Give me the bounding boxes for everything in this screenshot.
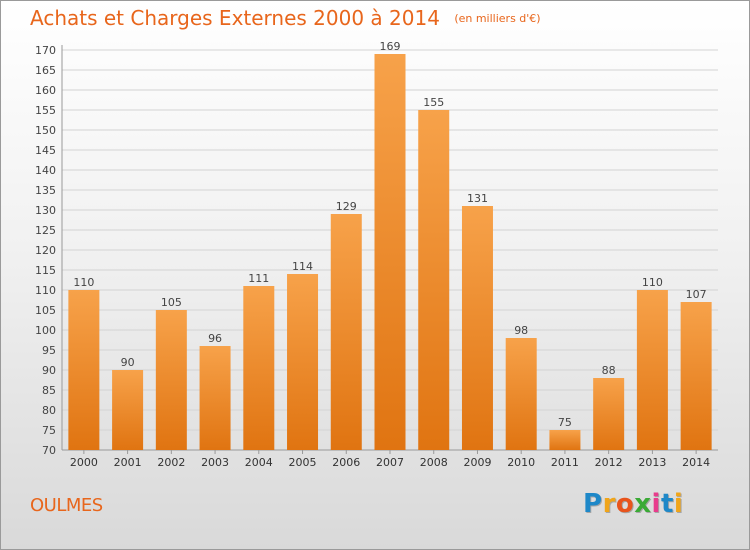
y-tick-label: 160 [35,84,56,97]
logo-letter: P [583,489,603,519]
y-tick-label: 135 [35,184,56,197]
data-label: 75 [558,416,572,429]
y-tick-label: 75 [42,424,56,437]
bar [199,346,231,450]
y-tick-label: 70 [42,444,56,457]
y-tick-label: 155 [35,104,56,117]
data-labels: 110 90 105 96 111 114 129 169 155 131 98 75 88 110 107 [73,40,706,429]
data-label: 169 [380,40,401,53]
bar [461,206,493,450]
y-tick-label: 140 [35,164,56,177]
y-tick-label: 145 [35,144,56,157]
y-tick-label: 90 [42,364,56,377]
logo-letter: x [634,489,652,519]
x-tick-label: 2013 [638,456,666,469]
x-tick-label: 2008 [420,456,448,469]
data-label: 90 [121,356,135,369]
bar [155,310,187,450]
proxiti-logo: Proxiti [583,489,683,519]
bar [68,290,100,450]
y-tick-label: 120 [35,244,56,257]
bars [68,54,712,450]
data-label: 110 [642,276,663,289]
x-tick-label: 2000 [70,456,98,469]
x-tick-label: 2002 [157,456,185,469]
x-tick-label: 2001 [114,456,142,469]
data-label: 131 [467,192,488,205]
data-label: 110 [73,276,94,289]
y-tick-label: 170 [35,44,56,57]
data-label: 107 [686,288,707,301]
logo-letter: t [660,489,674,519]
unit-label: (en milliers d'€) [454,12,541,25]
data-label: 96 [208,332,222,345]
y-tick-label: 105 [35,304,56,317]
data-label: 98 [514,324,528,337]
y-tick-label: 125 [35,224,56,237]
x-tick-label: 2009 [463,456,491,469]
title-text: Achats et Charges Externes 2000 à 2014 [30,6,440,30]
x-tick-label: 2010 [507,456,535,469]
bar [330,214,362,450]
y-tick-label: 85 [42,384,56,397]
y-tick-label: 80 [42,404,56,417]
x-tick-label: 2011 [551,456,579,469]
y-tick-label: 165 [35,64,56,77]
bar [418,110,450,450]
y-tick-label: 150 [35,124,56,137]
x-tick-label: 2005 [289,456,317,469]
bar [287,274,319,450]
chart-title: Achats et Charges Externes 2000 à 2014 (… [30,6,541,30]
bar [505,338,537,450]
bar [636,290,668,450]
data-label: 114 [292,260,313,273]
data-label: 88 [602,364,616,377]
x-tick-label: 2014 [682,456,710,469]
logo-letter: i [673,489,684,519]
x-tick-label: 2007 [376,456,404,469]
bar [680,302,712,450]
x-axis-ticks: 2000 2001 2002 2003 2004 2005 2006 2007 2008 2009… [70,450,710,469]
x-tick-label: 2012 [595,456,623,469]
bar [593,378,625,450]
data-label: 129 [336,200,357,213]
data-label: 155 [423,96,444,109]
x-tick-label: 2004 [245,456,273,469]
data-label: 111 [248,272,269,285]
y-tick-label: 95 [42,344,56,357]
x-tick-label: 2006 [332,456,360,469]
logo-letter: r [602,489,616,519]
y-axis-ticks: 70 75 80 85 90 95 100 105 110 115 120 125 130 135 140 1… [35,44,56,457]
y-tick-label: 115 [35,264,56,277]
y-tick-label: 130 [35,204,56,217]
data-label: 105 [161,296,182,309]
logo-letter: o [615,489,635,519]
bar [549,430,581,450]
y-tick-label: 110 [35,284,56,297]
location-label: OULMES [30,495,103,516]
bar [374,54,406,450]
bar [112,370,144,450]
y-tick-label: 100 [35,324,56,337]
x-tick-label: 2003 [201,456,229,469]
logo-letter: i [651,489,661,519]
bar [243,286,275,450]
